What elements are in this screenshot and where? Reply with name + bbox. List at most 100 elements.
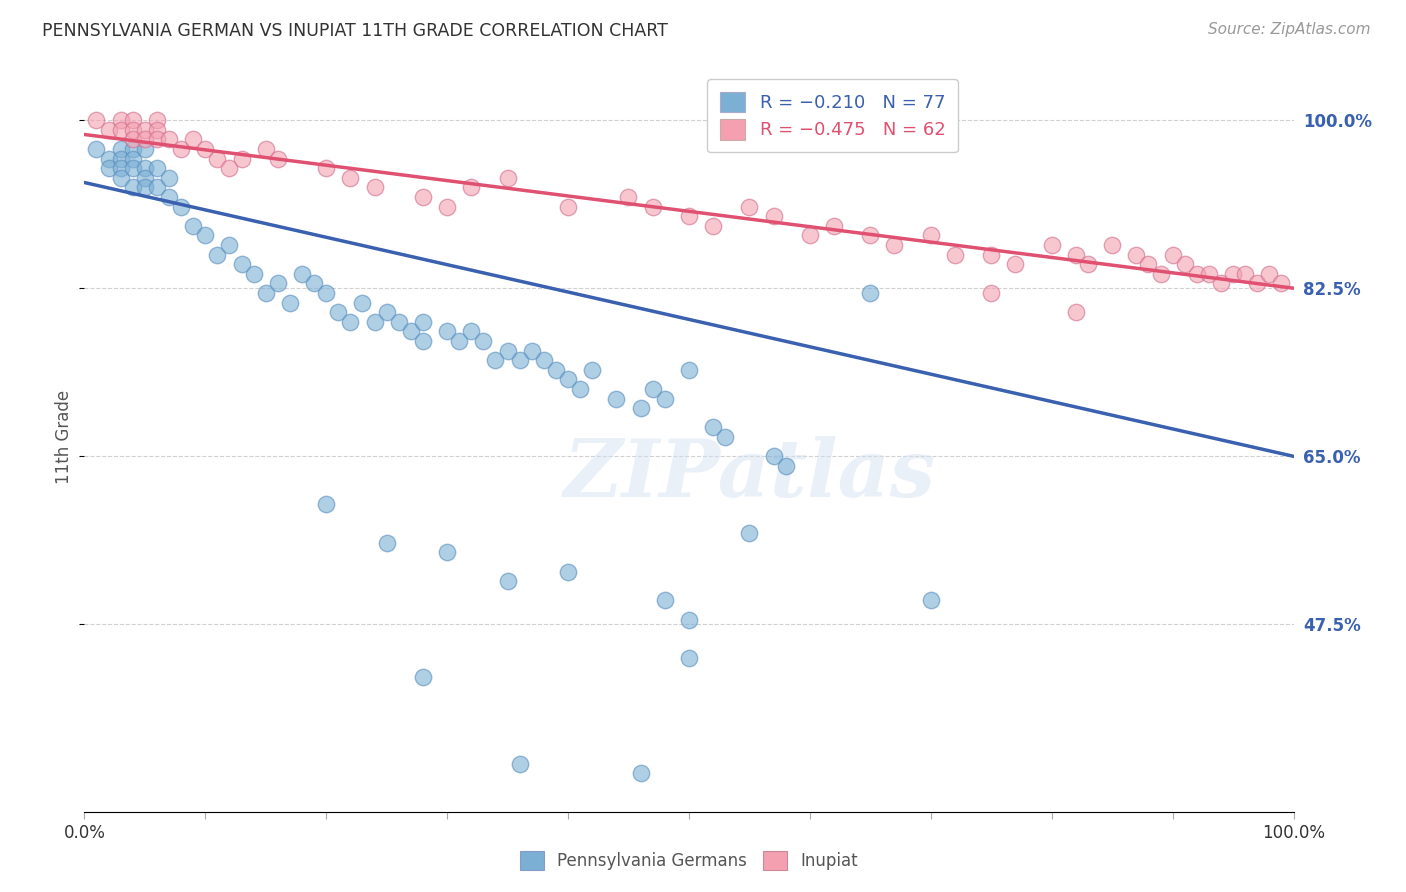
Point — [146, 113, 169, 128]
Point — [231, 257, 253, 271]
Point — [630, 401, 652, 416]
Point — [267, 277, 290, 291]
Point — [630, 766, 652, 780]
Point — [980, 247, 1002, 261]
Point — [1101, 238, 1123, 252]
Point — [194, 228, 217, 243]
Point — [1246, 277, 1268, 291]
Point — [1174, 257, 1197, 271]
Point — [1040, 238, 1063, 252]
Point — [496, 574, 519, 589]
Point — [509, 353, 531, 368]
Point — [121, 180, 143, 194]
Point — [97, 122, 120, 136]
Point — [375, 535, 398, 549]
Point — [702, 420, 724, 434]
Point — [110, 152, 132, 166]
Point — [1064, 247, 1087, 261]
Point — [496, 343, 519, 358]
Text: ZIPatlas: ZIPatlas — [564, 436, 935, 513]
Point — [1209, 277, 1232, 291]
Point — [121, 113, 143, 128]
Point — [654, 392, 676, 406]
Point — [581, 363, 603, 377]
Point — [617, 190, 640, 204]
Point — [654, 593, 676, 607]
Point — [496, 170, 519, 185]
Point — [1270, 277, 1292, 291]
Point — [146, 161, 169, 175]
Point — [134, 142, 156, 156]
Point — [375, 305, 398, 319]
Point — [702, 219, 724, 233]
Point — [242, 267, 264, 281]
Point — [823, 219, 845, 233]
Point — [121, 142, 143, 156]
Point — [363, 315, 385, 329]
Point — [533, 353, 555, 368]
Point — [157, 190, 180, 204]
Point — [207, 247, 229, 261]
Point — [339, 170, 361, 185]
Point — [121, 161, 143, 175]
Point — [412, 190, 434, 204]
Point — [472, 334, 495, 348]
Point — [97, 152, 120, 166]
Point — [460, 325, 482, 339]
Point — [231, 152, 253, 166]
Point — [678, 613, 700, 627]
Point — [218, 161, 240, 175]
Point — [520, 343, 543, 358]
Point — [1077, 257, 1099, 271]
Point — [605, 392, 627, 406]
Y-axis label: 11th Grade: 11th Grade — [55, 390, 73, 484]
Point — [267, 152, 290, 166]
Point — [641, 382, 664, 396]
Point — [328, 305, 350, 319]
Point — [1004, 257, 1026, 271]
Point — [181, 132, 204, 146]
Point — [920, 593, 942, 607]
Legend: Pennsylvania Germans, Inupiat: Pennsylvania Germans, Inupiat — [512, 842, 866, 879]
Point — [436, 200, 458, 214]
Point — [134, 161, 156, 175]
Point — [412, 670, 434, 684]
Point — [134, 132, 156, 146]
Point — [1222, 267, 1244, 281]
Point — [134, 180, 156, 194]
Point — [436, 545, 458, 559]
Point — [97, 161, 120, 175]
Point — [352, 295, 374, 310]
Point — [544, 363, 567, 377]
Point — [157, 132, 180, 146]
Point — [146, 122, 169, 136]
Point — [557, 565, 579, 579]
Point — [194, 142, 217, 156]
Point — [738, 526, 761, 541]
Point — [339, 315, 361, 329]
Point — [121, 132, 143, 146]
Point — [254, 142, 277, 156]
Point — [110, 170, 132, 185]
Point — [678, 651, 700, 665]
Point — [460, 180, 482, 194]
Point — [399, 325, 422, 339]
Point — [121, 122, 143, 136]
Point — [678, 363, 700, 377]
Point — [146, 132, 169, 146]
Point — [943, 247, 966, 261]
Point — [157, 170, 180, 185]
Point — [859, 228, 882, 243]
Point — [859, 285, 882, 300]
Point — [254, 285, 277, 300]
Point — [1234, 267, 1257, 281]
Point — [1185, 267, 1208, 281]
Point — [110, 161, 132, 175]
Text: PENNSYLVANIA GERMAN VS INUPIAT 11TH GRADE CORRELATION CHART: PENNSYLVANIA GERMAN VS INUPIAT 11TH GRAD… — [42, 22, 668, 40]
Point — [170, 200, 193, 214]
Point — [110, 142, 132, 156]
Point — [775, 458, 797, 473]
Point — [799, 228, 821, 243]
Point — [436, 325, 458, 339]
Point — [1125, 247, 1147, 261]
